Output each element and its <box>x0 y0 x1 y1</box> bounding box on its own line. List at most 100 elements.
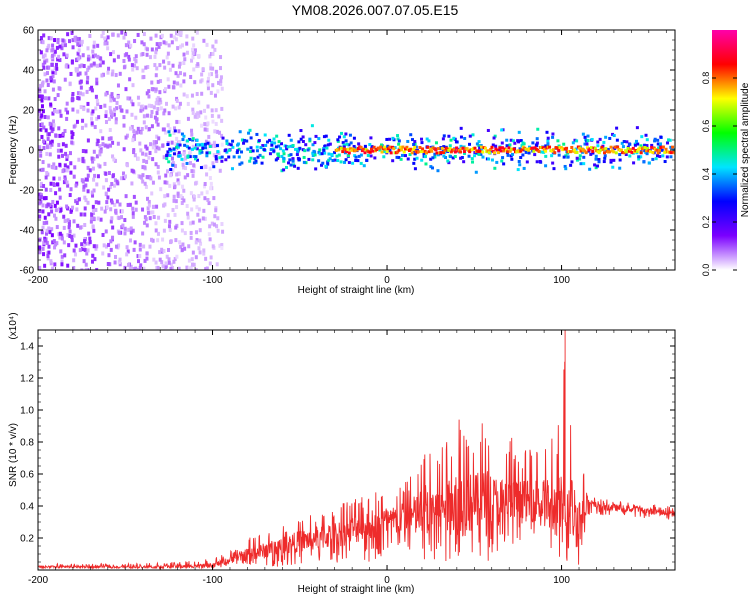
spectrogram-cell <box>82 187 86 192</box>
spectrogram-cell <box>265 140 269 144</box>
spectrogram-cell <box>446 159 450 163</box>
spectrogram-cell <box>578 157 582 161</box>
spectrogram-cell <box>625 150 629 154</box>
spectrogram-cell <box>287 153 291 157</box>
spectrogram-cell <box>191 107 195 112</box>
spectrogram-cell <box>51 47 55 52</box>
spectrogram-cell <box>525 160 529 164</box>
spectrogram-cell <box>504 148 508 152</box>
y-tick-label: 0.8 <box>20 438 34 449</box>
y-tick-label: -60 <box>20 266 35 277</box>
spectrogram-cell <box>651 150 655 154</box>
spectrogram-cell <box>180 228 184 233</box>
spectrogram-cell <box>467 154 471 158</box>
x-tick-label: 0 <box>384 575 390 586</box>
spectrogram-cell <box>138 141 142 146</box>
spectrogram-cell <box>182 134 186 138</box>
spectrogram-cell <box>645 138 649 142</box>
spectrogram-cell <box>143 165 147 170</box>
spectrogram-cell <box>465 147 469 151</box>
spectrogram-cell <box>645 152 649 156</box>
spectrogram-cell <box>54 191 58 196</box>
spectrogram-cell <box>90 156 94 161</box>
spectrogram-cell <box>102 243 106 248</box>
spectrogram-cell <box>179 194 183 199</box>
spectrogram-cell <box>304 143 308 147</box>
spectrogram-cell <box>424 154 428 158</box>
spectrogram-cell <box>66 154 70 159</box>
spectrogram-cell <box>230 167 234 171</box>
x-tick-label: -200 <box>28 575 48 586</box>
spectrogram-cell <box>145 91 149 96</box>
spectrogram-cell <box>505 138 509 142</box>
spectrogram-cell <box>389 151 393 155</box>
spectrogram-cell <box>208 166 212 171</box>
spectrogram-cell <box>219 55 223 60</box>
spectrogram-cell <box>99 147 103 152</box>
snr-x-axis-label: Height of straight line (km) <box>298 584 415 595</box>
spectrogram-cell <box>132 247 136 252</box>
spectrogram-cell <box>258 153 262 157</box>
spectrogram-cell <box>151 157 155 162</box>
spectrogram-cell <box>477 144 481 148</box>
spectrogram-cell <box>76 91 80 96</box>
spectrogram-cell <box>119 176 123 181</box>
spectrogram-cell <box>215 129 219 134</box>
spectrogram-cell <box>128 202 132 207</box>
spectrogram-cell <box>52 123 56 128</box>
spectrogram-cell <box>204 256 208 261</box>
spectrogram-cell <box>41 225 45 230</box>
spectrogram-cell <box>161 127 165 132</box>
spectrogram-cell <box>58 44 62 49</box>
spectrogram-cell <box>65 204 69 209</box>
spectrogram-cell <box>85 177 89 182</box>
spectrogram-cell <box>90 190 94 195</box>
spectrogram-cell <box>291 144 295 148</box>
spectrogram-cell <box>70 30 74 35</box>
spectrogram-cell <box>180 201 184 206</box>
spectrogram-cell <box>91 54 95 59</box>
spectrogram-cell <box>653 139 657 143</box>
spectrogram-cell <box>158 90 162 95</box>
spectrogram-cell <box>165 180 169 185</box>
spectrogram-cell <box>50 142 54 147</box>
spectrogram-cell <box>215 74 219 79</box>
spectrogram-cell <box>249 146 253 150</box>
spectrogram-cell <box>621 145 625 149</box>
spectrogram-cell <box>60 46 64 51</box>
spectrogram-cell <box>70 94 74 99</box>
spectrogram-cell <box>49 181 53 186</box>
spectrogram-cell <box>71 107 75 112</box>
spectrogram-cell <box>98 56 102 61</box>
spectrogram-cell <box>110 200 114 205</box>
spectrogram-cell <box>158 250 162 255</box>
colorbar-tick-label: 0.8 <box>701 72 711 85</box>
spectrogram-cell <box>522 148 526 152</box>
spectrogram-cell <box>517 159 521 163</box>
spectrogram-cell <box>368 143 372 147</box>
spectrogram-cell <box>156 231 160 236</box>
spectrogram-cell <box>182 151 186 156</box>
spectrogram-cell <box>136 32 140 37</box>
spectrogram-cell <box>536 127 540 131</box>
spectrogram-cell <box>169 33 173 38</box>
spectrogram-cell <box>396 150 400 154</box>
spectrogram-cell <box>49 261 53 266</box>
spectrogram-cell <box>43 89 47 94</box>
spectrogram-cell <box>261 155 265 159</box>
spectrogram-cell <box>170 262 174 267</box>
spectrogram-cell <box>186 101 190 106</box>
spectrogram-cell <box>177 151 181 155</box>
spectrogram-cell <box>257 139 261 143</box>
spectrogram-cell <box>237 147 241 151</box>
spectrogram-cell <box>428 147 432 151</box>
spectrogram-cell <box>93 53 97 58</box>
spectrogram-cell <box>49 102 53 107</box>
spectrogram-cell <box>551 135 555 139</box>
spectrogram-cell <box>274 145 278 149</box>
spectrogram-cell <box>443 149 447 153</box>
spectrogram-cell <box>111 140 115 145</box>
spectrogram-cell <box>60 259 64 264</box>
spectrogram-cell <box>67 222 71 227</box>
spectrogram-cell <box>179 33 183 38</box>
